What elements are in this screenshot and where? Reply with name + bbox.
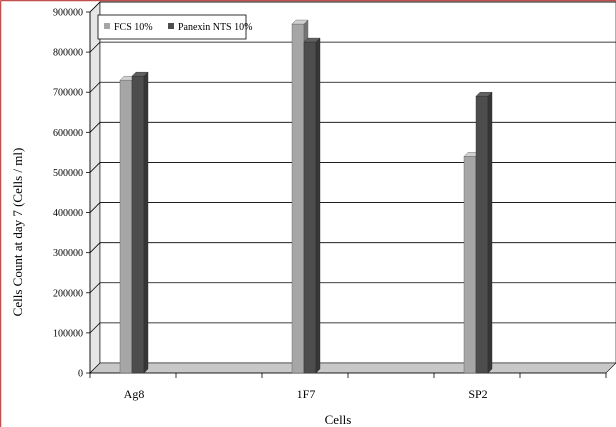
- x-tick-label: Ag8: [124, 387, 145, 401]
- y-tick-label: 200000: [53, 288, 83, 299]
- gridline-side: [89, 162, 101, 173]
- floor: [89, 362, 616, 374]
- legend-swatch: [168, 23, 174, 29]
- gridline-side: [89, 1, 101, 13]
- gridline-side: [89, 282, 101, 294]
- legend-swatch: [104, 23, 110, 29]
- y-tick-label: 0: [78, 369, 83, 380]
- legend-entry: FCS 10%: [114, 22, 153, 33]
- legend: FCS 10% Panexin NTS 10%: [97, 14, 252, 40]
- gridline-side: [89, 202, 101, 213]
- y-tick-label: 100000: [53, 328, 83, 339]
- gridline-side: [89, 41, 101, 53]
- bar: [475, 91, 493, 374]
- gridline-side: [89, 81, 101, 93]
- x-tick-label: 1F7: [297, 387, 316, 401]
- x-axis: Ag8 1F7 SP2: [89, 372, 607, 401]
- plot-walls: [89, 1, 616, 374]
- side-wall: [89, 1, 101, 374]
- legend-entry: Panexin NTS 10%: [178, 22, 252, 33]
- gridlines: [89, 1, 616, 334]
- y-tick-label: 300000: [53, 248, 83, 259]
- y-tick-label: 600000: [53, 128, 83, 139]
- y-tick-label: 400000: [53, 208, 83, 219]
- y-tick-label: 700000: [53, 88, 83, 99]
- x-tick-label: SP2: [468, 387, 487, 401]
- y-axis-title: Cells Count at day 7 (Cells / ml): [10, 148, 25, 317]
- back-wall: [99, 1, 616, 364]
- gridline-side: [89, 242, 101, 253]
- y-tick-label: 800000: [53, 48, 83, 59]
- gridline-side: [89, 122, 101, 133]
- y-tick-label: 500000: [53, 168, 83, 179]
- bars: [119, 19, 493, 374]
- y-tick-label: 900000: [53, 8, 83, 19]
- x-axis-title: Cells: [325, 412, 352, 427]
- bar: [303, 37, 321, 374]
- bar: [131, 71, 149, 374]
- y-axis: 0 100000 200000 300000 400000 500000 600000 700…: [53, 8, 91, 380]
- gridline-side: [89, 322, 101, 334]
